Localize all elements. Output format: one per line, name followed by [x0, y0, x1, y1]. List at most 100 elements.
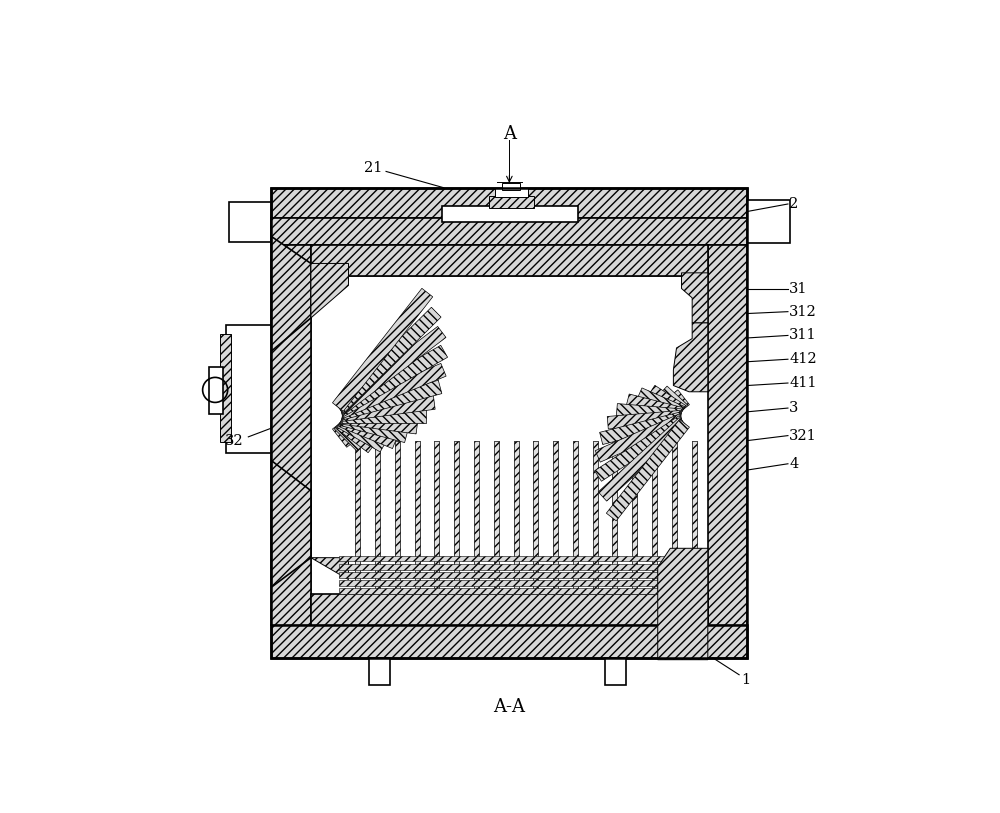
Bar	[339, 556, 698, 562]
Bar	[553, 441, 558, 594]
Bar	[692, 441, 697, 594]
Polygon shape	[595, 414, 684, 462]
Bar	[489, 196, 534, 208]
Text: 311: 311	[789, 328, 817, 342]
Text: A: A	[503, 125, 516, 143]
Polygon shape	[682, 273, 708, 323]
Bar	[573, 441, 578, 594]
Bar	[553, 441, 558, 594]
Bar	[226, 325, 271, 453]
Bar	[454, 441, 459, 594]
Bar	[271, 245, 311, 625]
Polygon shape	[340, 380, 442, 420]
Bar	[747, 200, 790, 243]
Bar	[395, 441, 400, 594]
Bar	[311, 245, 708, 276]
Bar	[434, 441, 439, 594]
Polygon shape	[339, 363, 446, 418]
Polygon shape	[337, 415, 387, 452]
Bar	[415, 441, 420, 594]
Bar	[573, 441, 578, 594]
Bar	[339, 580, 698, 586]
Polygon shape	[673, 323, 708, 392]
Bar	[339, 564, 698, 570]
Bar	[514, 441, 519, 594]
Bar	[229, 202, 271, 241]
Bar	[672, 441, 677, 594]
Text: 411: 411	[789, 376, 817, 390]
Bar	[209, 367, 223, 414]
Polygon shape	[648, 385, 686, 416]
Bar	[494, 441, 499, 594]
Bar	[434, 441, 439, 594]
Polygon shape	[626, 394, 683, 420]
Polygon shape	[337, 346, 448, 416]
Text: 21: 21	[364, 161, 383, 175]
Bar	[220, 334, 231, 442]
Polygon shape	[340, 412, 408, 442]
Polygon shape	[637, 388, 684, 418]
Bar	[474, 441, 479, 594]
Polygon shape	[595, 415, 686, 481]
Polygon shape	[341, 411, 418, 434]
Bar	[612, 441, 617, 594]
Bar	[355, 441, 360, 594]
Bar	[454, 441, 459, 594]
Bar	[271, 189, 747, 658]
Bar	[593, 441, 598, 594]
Bar	[692, 441, 697, 594]
Bar	[271, 625, 747, 658]
Bar	[369, 658, 390, 685]
Bar	[533, 441, 538, 594]
Polygon shape	[334, 307, 441, 413]
Text: 31: 31	[789, 282, 808, 296]
Bar	[708, 245, 747, 625]
Bar	[271, 189, 747, 219]
Bar	[652, 441, 657, 594]
Bar	[502, 183, 520, 189]
Bar	[339, 572, 698, 578]
Bar	[442, 206, 578, 222]
Text: 1: 1	[741, 672, 750, 687]
Polygon shape	[659, 386, 688, 414]
Polygon shape	[600, 412, 683, 445]
Bar	[632, 441, 637, 594]
Polygon shape	[311, 263, 348, 318]
Text: 321: 321	[789, 428, 817, 442]
Text: 4: 4	[789, 457, 798, 471]
Polygon shape	[607, 411, 681, 429]
Bar	[375, 441, 380, 594]
Text: 312: 312	[789, 305, 817, 319]
Text: 2: 2	[789, 197, 798, 211]
Bar	[339, 589, 698, 594]
Polygon shape	[341, 396, 435, 421]
Text: 3: 3	[789, 401, 799, 415]
Polygon shape	[616, 403, 681, 421]
Polygon shape	[668, 390, 689, 412]
Text: 32: 32	[225, 433, 243, 448]
Bar	[311, 594, 708, 625]
Polygon shape	[342, 409, 426, 423]
Bar	[605, 658, 626, 685]
Bar	[415, 441, 420, 594]
Polygon shape	[271, 237, 311, 351]
Polygon shape	[339, 414, 398, 449]
Polygon shape	[311, 558, 348, 580]
Bar	[474, 441, 479, 594]
Bar	[355, 441, 360, 594]
Bar	[632, 441, 637, 594]
Bar	[375, 441, 380, 594]
Bar	[311, 276, 708, 594]
Bar	[612, 441, 617, 594]
Polygon shape	[332, 289, 433, 411]
Bar	[271, 219, 747, 245]
Bar	[495, 189, 528, 197]
Bar	[533, 441, 538, 594]
Polygon shape	[271, 461, 311, 587]
Bar	[593, 441, 598, 594]
Text: 412: 412	[789, 352, 817, 366]
Text: A-A: A-A	[493, 698, 525, 716]
Polygon shape	[336, 417, 376, 453]
Bar	[652, 441, 657, 594]
Polygon shape	[598, 418, 688, 501]
